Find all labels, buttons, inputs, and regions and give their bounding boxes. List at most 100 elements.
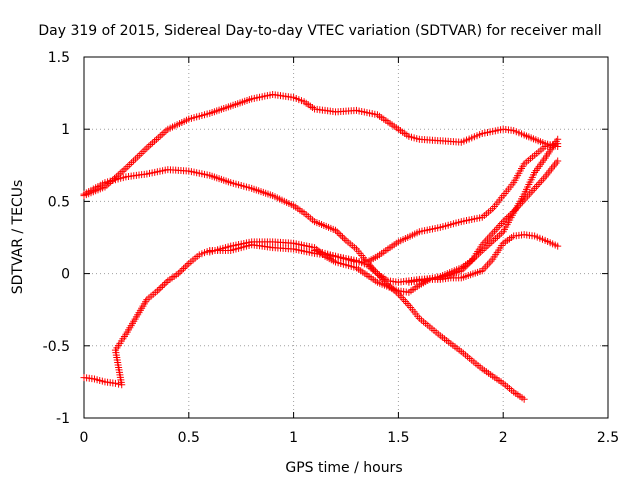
data-point [539,175,547,183]
data-point [554,157,562,165]
data-point [485,259,493,267]
data-point [162,279,170,287]
data-point [482,263,490,271]
data-point [160,129,168,137]
y-tick-label: -1 [56,411,70,427]
data-point [124,162,132,170]
data-point [554,242,562,250]
data-point [139,148,147,156]
data-point [396,292,404,300]
data-point [492,225,500,233]
data-point [531,184,539,192]
data-point [122,164,130,172]
data-point [532,182,540,190]
data-point [141,146,149,154]
data-point [538,177,546,185]
data-point [159,282,167,290]
data-point [332,226,340,234]
data-point [497,220,505,228]
data-point [118,168,126,176]
data-point [111,379,119,387]
data-point [496,221,504,229]
data-point [522,194,530,202]
data-point [497,229,505,237]
series-track-lower-rising-late [311,140,562,266]
data-point [151,137,159,145]
data-point [506,211,514,219]
data-point [181,263,189,271]
data-point [158,130,166,138]
data-point [536,179,544,187]
plot-frame [83,56,609,419]
data-point [529,186,537,194]
x-tick-label: 2 [499,430,508,446]
data-point [135,151,143,159]
data-point [333,228,341,236]
data-point [401,298,409,306]
data-point [554,140,562,148]
y-tick-label: 1.5 [48,50,70,66]
data-point [490,227,498,235]
y-axis-label: SDTVAR / TECUs [10,180,26,295]
data-point [145,142,153,150]
data-marks [80,91,562,403]
data-point [495,231,503,239]
data-point [501,216,509,224]
series-track-upper-arc [80,91,562,200]
data-point [137,149,145,157]
series-track-late-ramp [405,157,562,286]
data-point [131,155,139,163]
chart-title: Day 319 of 2015, Sidereal Day-to-day VTE… [38,23,601,39]
data-point [153,287,161,295]
data-point [493,233,501,241]
data-point [504,213,512,221]
data-point [487,257,495,265]
data-point [534,181,542,189]
data-point [403,299,411,307]
x-tick-label: 0.5 [178,430,200,446]
data-point [154,134,162,142]
data-point [499,218,507,226]
data-point [503,214,511,222]
series-track-upper-descending [80,166,528,403]
data-point [176,268,184,276]
data-point [337,231,345,239]
data-point [520,395,528,403]
x-tick-label: 2.5 [597,430,619,446]
data-point [143,144,151,152]
ticks: 0 0.5 1 1.5 2 2.5 -1 -0.5 0 0.5 1 1.5 [43,50,619,446]
data-point [398,294,406,302]
data-point [147,141,155,149]
data-point [508,209,516,217]
x-tick-label: 0 [80,430,89,446]
y-tick-label: -0.5 [43,339,70,355]
data-point [483,261,491,269]
data-point [133,153,141,161]
data-point [174,270,182,278]
x-tick-label: 1.5 [387,430,409,446]
data-point [155,285,163,293]
data-point [160,280,168,288]
data-point [156,132,164,140]
data-point [157,284,165,292]
y-tick-label: 0 [61,267,70,283]
x-axis-label: GPS time / hours [285,460,402,476]
data-point [149,139,157,147]
data-point [340,235,348,243]
x-tick-label: 1 [289,430,298,446]
data-point [120,166,128,174]
data-point [152,135,160,143]
data-point [494,223,502,231]
data-point [400,296,408,304]
data-point [126,161,134,169]
data-point [339,233,347,241]
series-track-lower-mid [206,231,562,296]
data-point [128,159,136,167]
data-point [183,261,191,269]
data-point [178,266,186,274]
axes [83,56,609,419]
data-point [130,157,138,165]
y-tick-label: 0.5 [48,194,70,210]
y-tick-label: 1 [61,122,70,138]
